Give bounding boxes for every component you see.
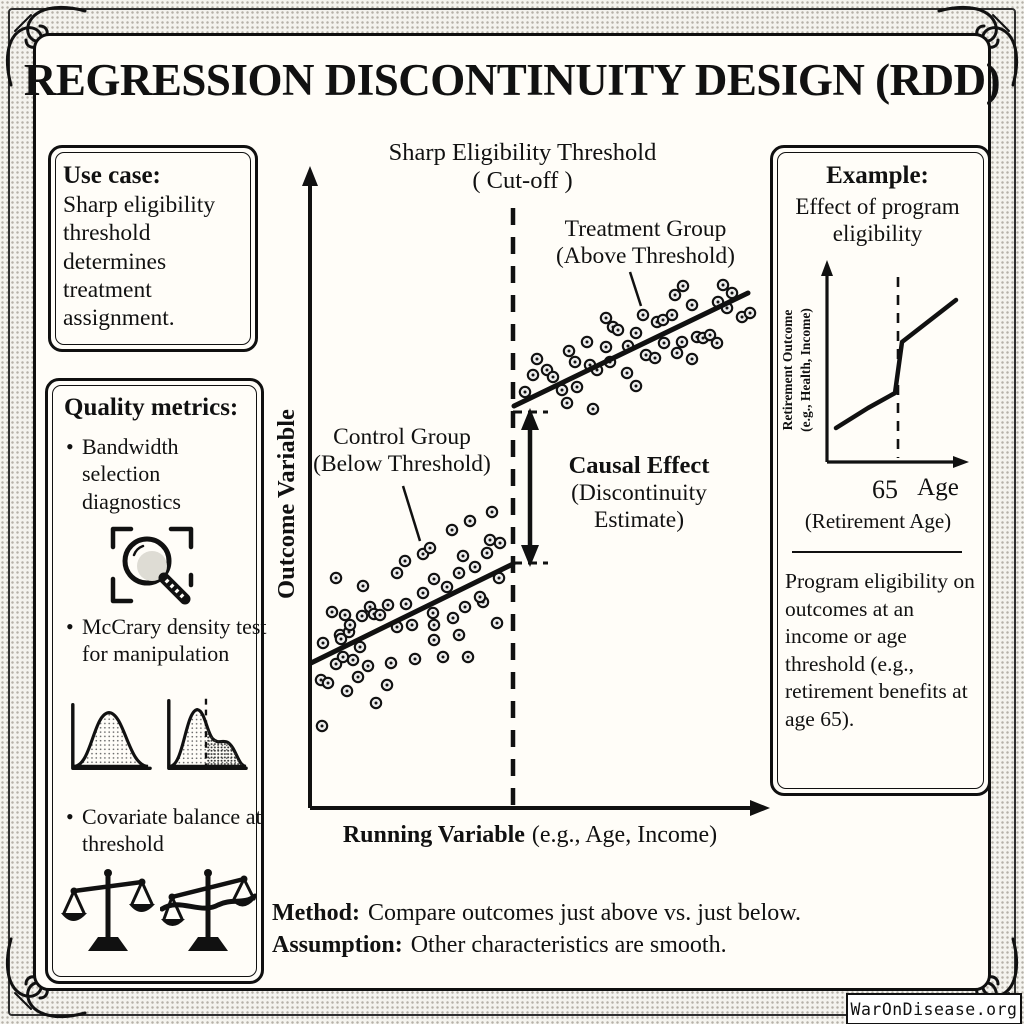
mini-y-axis-arrow-icon [821, 260, 833, 276]
density-manipulated-icon [167, 698, 248, 771]
y-axis-arrow-icon [302, 166, 318, 186]
watermark: WarOnDisease.org [846, 993, 1022, 1024]
x-axis-arrow-icon [750, 800, 770, 816]
quality-metric-covariate: Covariate balance at threshold [64, 803, 274, 858]
use-case-box: Use case: Sharp eligibility threshold de… [48, 145, 258, 352]
control-leader-line [401, 485, 422, 542]
method-assumption: Method: Compare outcomes just above vs. j… [272, 898, 801, 962]
balance-scale-tilted-icon [160, 869, 256, 951]
regression-line [511, 290, 751, 409]
corner-flourish-icon [5, 937, 87, 1019]
mini-ylabel-line1: Retirement Outcome [780, 310, 795, 431]
mini-x-tick: 65 [872, 475, 898, 504]
causal-arrow-down-icon [521, 545, 539, 567]
regression-line [308, 561, 516, 666]
causal-effect-label: Causal Effect (Discontinuity Estimate) [568, 452, 710, 533]
mini-caption: (Retirement Age) [805, 509, 951, 533]
control-group-label: Control Group (Below Threshold) [313, 424, 491, 477]
example-divider [792, 551, 962, 553]
threshold-title: Sharp Eligibility Threshold ( Cut-off ) [388, 139, 657, 194]
example-body: Program eligibility on outcomes at an in… [785, 569, 975, 731]
method-line: Method: Compare outcomes just above vs. j… [272, 900, 802, 926]
mini-outcome-line [833, 297, 959, 431]
use-case-heading: Use case: [63, 162, 161, 189]
page-title: REGRESSION DISCONTINUITY DESIGN (RDD) [23, 55, 1001, 105]
quality-metric-bandwidth: Bandwidth selection diagnostics [64, 433, 260, 515]
treatment-leader-line [628, 271, 643, 307]
mini-ylabel-line2: (e.g., Health, Income) [798, 308, 813, 432]
example-heading: Example: [826, 162, 929, 189]
example-box [770, 145, 991, 796]
balance-scale-balanced-icon [61, 869, 155, 951]
y-axis-label: Outcome Variable [273, 409, 300, 599]
example-subheading: Effect of program eligibility [795, 194, 960, 247]
quality-metric-mccrary: McCrary density test for manipulation [64, 613, 270, 668]
quality-metrics-heading: Quality metrics: [64, 394, 239, 421]
corner-flourish-icon [937, 5, 1019, 87]
scatter-layer [308, 278, 757, 733]
corner-flourish-icon [5, 5, 87, 87]
magnifier-focus-icon [110, 526, 194, 605]
rdd-chart [302, 166, 770, 816]
mini-x-axis-arrow-icon [953, 456, 969, 468]
quality-metrics-box: Quality metrics: Bandwidth selection dia… [45, 378, 267, 984]
density-smooth-icon [71, 703, 152, 771]
treatment-group-label: Treatment Group (Above Threshold) [555, 216, 736, 269]
mini-xlabel: Age [917, 474, 959, 501]
use-case-body: Sharp eligibility threshold determines t… [63, 191, 216, 332]
x-axis-label: Running Variable (e.g., Age, Income) [342, 822, 718, 848]
assumption-line: Assumption: Other characteristics are smo… [272, 931, 727, 958]
causal-arrow-up-icon [521, 408, 539, 430]
example-mini-chart: Retirement Outcome (e.g., Health, Income… [780, 260, 969, 533]
